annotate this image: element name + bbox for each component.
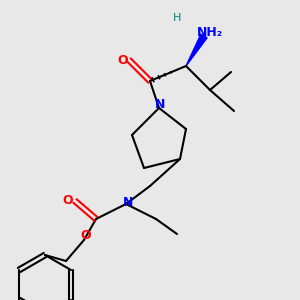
Polygon shape <box>186 34 207 66</box>
Text: NH₂: NH₂ <box>197 26 223 40</box>
Text: N: N <box>155 98 166 112</box>
Text: O: O <box>80 229 91 242</box>
Text: O: O <box>62 194 73 208</box>
Text: O: O <box>118 53 128 67</box>
Text: H: H <box>173 13 181 23</box>
Text: N: N <box>123 196 134 209</box>
